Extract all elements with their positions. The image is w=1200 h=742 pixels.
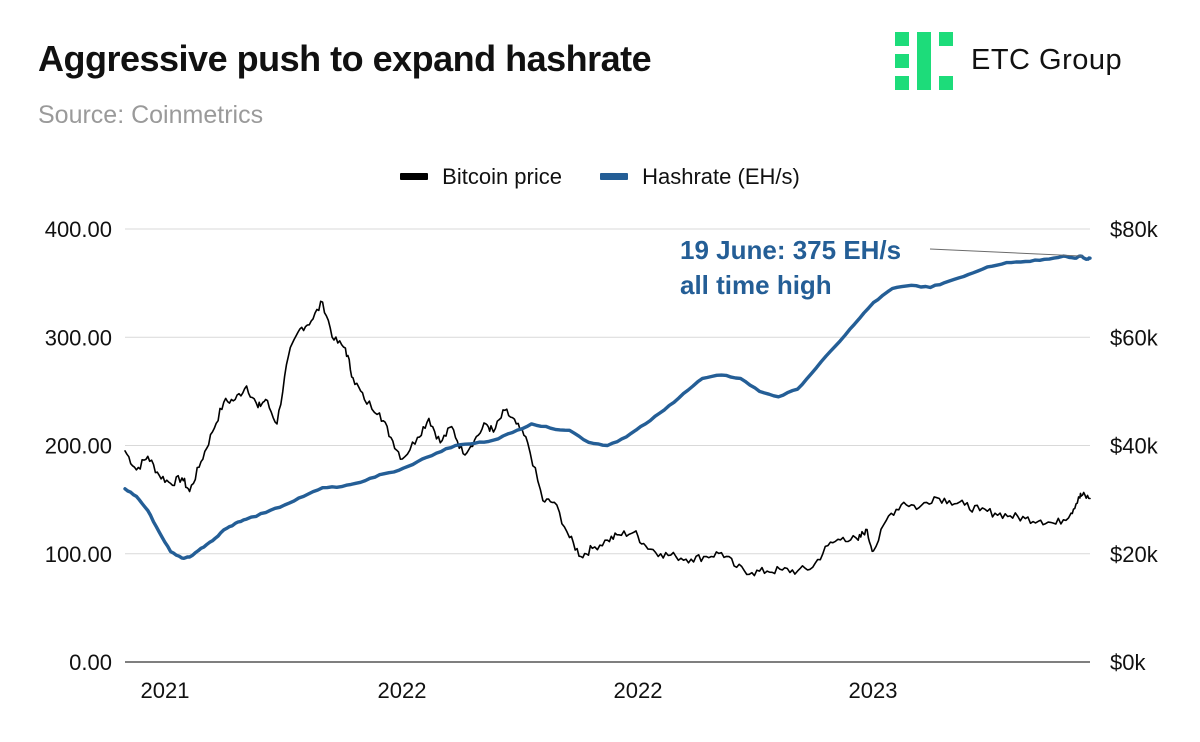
legend-item-hashrate: Hashrate (EH/s) [600, 164, 800, 190]
brand-logo: ETC Group [895, 32, 1170, 94]
hashrate-line [123, 254, 1092, 560]
chart-subtitle: Source: Coinmetrics [38, 101, 264, 129]
left-axis-tick-labels: 0.00 100.00 200.00 300.00 400.00 [45, 217, 112, 675]
x-axis-tick-labels: 2021 2022 2022 2023 [141, 678, 898, 703]
left-axis-tick-label: 0.00 [69, 650, 112, 675]
right-axis-tick-label: $40k [1110, 434, 1159, 459]
right-axis-tick-labels: $0k $20k $40k $60k $80k [1110, 217, 1159, 675]
annotation-leader-line [929, 248, 1083, 257]
legend-item-bitcoin-price: Bitcoin price [400, 164, 562, 190]
right-axis-tick-label: $20k [1110, 542, 1159, 567]
legend-label-bitcoin-price: Bitcoin price [442, 163, 562, 189]
right-axis-tick-label: $60k [1110, 325, 1159, 350]
chart-legend: Bitcoin price Hashrate (EH/s) [0, 160, 1200, 190]
x-axis-tick-label: 2023 [849, 678, 898, 703]
chart-title: Aggressive push to expand hashrate [38, 38, 652, 79]
chart-gridlines [125, 228, 1090, 663]
annotation-text-line1: 19 June: 375 EH/s [680, 235, 901, 265]
legend-label-hashrate: Hashrate (EH/s) [642, 163, 800, 189]
right-axis-tick-label: $0k [1110, 650, 1146, 675]
x-axis-tick-label: 2021 [141, 678, 190, 703]
chart-series [123, 254, 1092, 577]
etc-logo-icon [895, 32, 953, 90]
left-axis-tick-label: 200.00 [45, 434, 112, 459]
chart-annotation: 19 June: 375 EH/s all time high [680, 235, 1083, 300]
left-axis-tick-label: 300.00 [45, 325, 112, 350]
left-axis-tick-label: 400.00 [45, 217, 112, 242]
x-axis-tick-label: 2022 [614, 678, 663, 703]
bitcoin-price-line [124, 300, 1091, 577]
left-axis-tick-label: 100.00 [45, 542, 112, 567]
brand-name: ETC Group [971, 44, 1123, 76]
legend-swatch-bitcoin-price [400, 173, 429, 180]
x-axis-tick-label: 2022 [378, 678, 427, 703]
right-axis-tick-label: $80k [1110, 217, 1159, 242]
legend-swatch-hashrate [600, 173, 629, 180]
annotation-text-line2: all time high [680, 270, 832, 300]
